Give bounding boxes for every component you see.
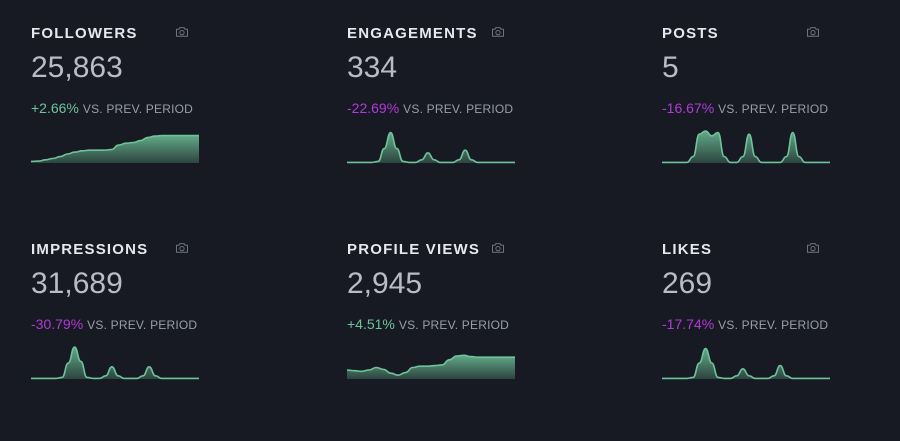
camera-icon[interactable] <box>806 25 820 37</box>
metric-value: 31,689 <box>31 267 123 300</box>
sparkline-area <box>347 132 515 163</box>
sparkline <box>31 346 199 380</box>
comparison-label: VS. PREV. PERIOD <box>87 318 198 332</box>
metric-change-row: -16.67% VS. PREV. PERIOD <box>662 100 828 116</box>
metric-card-impressions: IMPRESSIONS 31,689 -30.79% VS. PREV. PERI… <box>31 241 251 441</box>
metric-title: ENGAGEMENTS <box>347 25 478 42</box>
metric-title: IMPRESSIONS <box>31 241 149 258</box>
metric-change: -22.69% <box>347 100 400 116</box>
sparkline-area <box>31 135 199 163</box>
metric-card-likes: LIKES 269 -17.74% VS. PREV. PERIOD <box>662 241 882 441</box>
metric-change-row: +4.51% VS. PREV. PERIOD <box>347 316 509 332</box>
metric-value: 25,863 <box>31 51 123 84</box>
comparison-label: VS. PREV. PERIOD <box>718 102 829 116</box>
metric-change: +4.51% <box>347 316 395 332</box>
metric-value: 334 <box>347 51 398 84</box>
sparkline <box>347 131 515 164</box>
metric-change: +2.66% <box>31 100 79 116</box>
metric-value: 269 <box>662 267 713 300</box>
sparkline <box>662 347 830 380</box>
metric-title: POSTS <box>662 25 719 42</box>
metric-change-row: -30.79% VS. PREV. PERIOD <box>31 316 197 332</box>
metric-title: PROFILE VIEWS <box>347 241 481 258</box>
metric-value: 5 <box>662 51 679 84</box>
metric-change-row: -22.69% VS. PREV. PERIOD <box>347 100 513 116</box>
sparkline <box>662 130 830 164</box>
sparkline-line <box>662 347 830 380</box>
metric-card-posts: POSTS 5 -16.67% VS. PREV. PERIOD <box>662 25 882 225</box>
comparison-label: VS. PREV. PERIOD <box>403 102 514 116</box>
camera-icon[interactable] <box>491 25 505 37</box>
sparkline-line <box>662 130 830 164</box>
metric-title: LIKES <box>662 241 713 258</box>
sparkline-area <box>31 347 199 379</box>
metric-card-profile-views: PROFILE VIEWS 2,945 +4.51% VS. PREV. PERI… <box>347 241 567 441</box>
sparkline-area <box>662 348 830 379</box>
comparison-label: VS. PREV. PERIOD <box>398 318 510 332</box>
metric-title: FOLLOWERS <box>31 25 138 42</box>
camera-icon[interactable] <box>491 241 505 253</box>
metric-change: -17.74% <box>662 316 715 332</box>
sparkline-line <box>347 354 515 377</box>
metric-change: -16.67% <box>662 100 715 116</box>
sparkline-area <box>347 355 515 379</box>
sparkline-line <box>347 131 515 164</box>
camera-icon[interactable] <box>175 241 189 253</box>
metric-change-row: +2.66% VS. PREV. PERIOD <box>31 100 193 116</box>
metric-change-row: -17.74% VS. PREV. PERIOD <box>662 316 828 332</box>
camera-icon[interactable] <box>806 241 820 253</box>
metric-card-engagements: ENGAGEMENTS 334 -22.69% VS. PREV. PERIOD <box>347 25 567 225</box>
metric-card-followers: FOLLOWERS 25,863 +2.66% VS. PREV. PERIOD <box>31 25 251 225</box>
sparkline <box>31 134 199 163</box>
sparkline-line <box>31 346 199 380</box>
sparkline-line <box>31 134 199 163</box>
metric-value: 2,945 <box>347 267 423 300</box>
sparkline <box>347 354 515 379</box>
camera-icon[interactable] <box>175 25 189 37</box>
comparison-label: VS. PREV. PERIOD <box>718 318 829 332</box>
comparison-label: VS. PREV. PERIOD <box>82 102 194 116</box>
metric-change: -30.79% <box>31 316 84 332</box>
